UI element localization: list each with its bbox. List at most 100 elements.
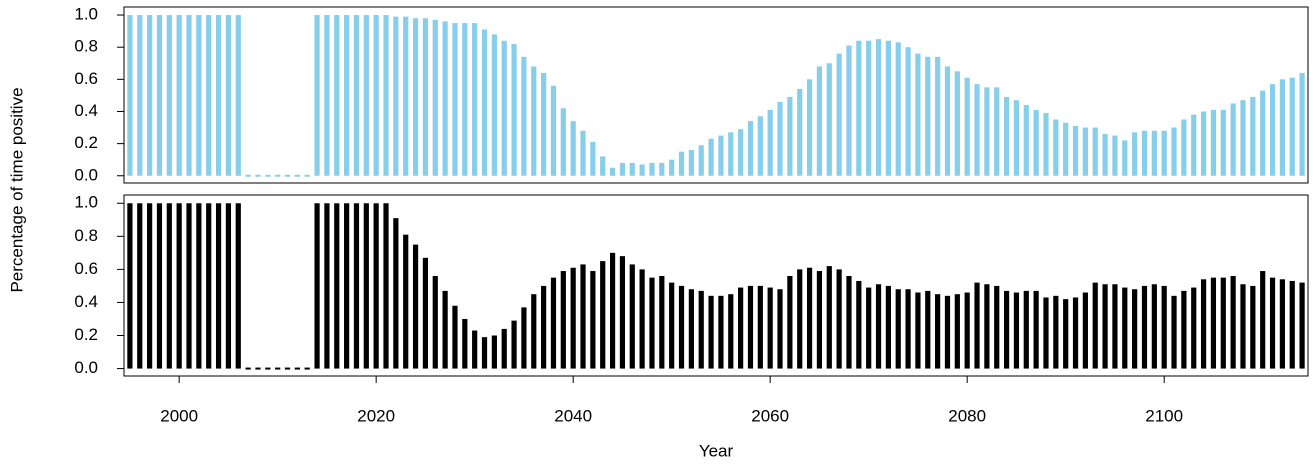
y-tick-label: 0.8	[74, 226, 98, 245]
bar	[294, 367, 300, 370]
bar	[619, 256, 626, 369]
bar	[1023, 290, 1029, 369]
bar	[147, 15, 153, 176]
bar	[1279, 79, 1285, 176]
y-tick-label: 0.6	[74, 69, 98, 88]
bar	[1033, 290, 1039, 369]
bar	[156, 15, 163, 176]
bar	[1132, 289, 1138, 369]
bar	[265, 174, 271, 177]
bar	[570, 121, 576, 176]
bar	[511, 43, 517, 176]
bar	[836, 269, 842, 369]
bar	[265, 367, 271, 370]
bar	[866, 40, 872, 176]
bar	[1043, 297, 1049, 369]
bar	[245, 367, 251, 370]
bar	[1200, 111, 1207, 176]
bar	[225, 203, 232, 369]
bar	[954, 71, 960, 176]
bar	[708, 295, 714, 369]
bar	[698, 290, 704, 369]
bar	[1003, 290, 1010, 369]
bar	[787, 97, 793, 176]
bar	[422, 257, 429, 369]
bar	[1210, 109, 1217, 176]
bar	[915, 292, 921, 369]
bar	[353, 15, 360, 176]
bar	[1102, 284, 1108, 369]
bar	[1279, 279, 1285, 369]
bar	[1269, 277, 1276, 369]
bar	[412, 244, 419, 369]
bar	[806, 267, 813, 369]
bar	[324, 15, 330, 176]
bar	[324, 203, 330, 369]
bar	[1161, 285, 1167, 369]
bar	[1102, 133, 1108, 176]
bar	[363, 203, 369, 369]
bar	[383, 203, 389, 369]
bar	[560, 108, 566, 176]
bar	[472, 23, 478, 176]
bar	[550, 277, 557, 369]
bar	[600, 156, 606, 176]
bar	[521, 56, 527, 176]
y-tick-label: 0.6	[74, 259, 98, 278]
y-axis-label: Percentage of time positive	[7, 87, 26, 292]
bar	[816, 271, 823, 369]
bar	[344, 15, 350, 176]
bar	[629, 162, 635, 176]
bar	[649, 162, 655, 176]
bar	[994, 87, 1000, 176]
bar	[255, 174, 261, 177]
bar	[334, 203, 340, 369]
bar	[541, 72, 547, 176]
bar	[472, 330, 478, 369]
bar	[728, 132, 734, 176]
bar	[373, 15, 379, 176]
bar	[1122, 287, 1128, 369]
bar	[885, 285, 891, 369]
bar	[196, 15, 202, 176]
bar	[1141, 130, 1148, 176]
bar	[1013, 292, 1020, 369]
bar	[1161, 130, 1167, 176]
bar	[1112, 284, 1118, 369]
bar	[1260, 271, 1266, 369]
bar	[206, 15, 212, 176]
bar	[1299, 72, 1305, 176]
bar	[1181, 290, 1187, 369]
bar	[1082, 127, 1088, 176]
bar	[718, 135, 724, 176]
bar	[669, 282, 675, 369]
bar	[462, 318, 468, 369]
x-tick-label: 2000	[160, 406, 198, 425]
bar	[600, 261, 606, 369]
bar	[895, 289, 901, 369]
bar	[304, 174, 310, 177]
bar	[1260, 90, 1266, 176]
bar	[304, 367, 310, 370]
bar	[678, 151, 685, 176]
bar	[1072, 297, 1079, 369]
bar	[235, 203, 241, 369]
bar	[1299, 282, 1305, 369]
bar	[186, 15, 192, 176]
bar	[590, 271, 596, 369]
bar	[787, 275, 793, 369]
bar	[619, 162, 626, 176]
bar	[481, 29, 488, 176]
bar	[511, 320, 517, 369]
bar	[856, 40, 862, 176]
bar	[442, 21, 448, 176]
bar	[462, 23, 468, 176]
x-tick-label: 2080	[948, 406, 986, 425]
bar	[915, 53, 921, 176]
bar	[501, 40, 507, 176]
bar	[137, 203, 143, 369]
bar	[334, 15, 340, 176]
panel-frame	[123, 194, 1309, 377]
bar	[393, 16, 399, 176]
